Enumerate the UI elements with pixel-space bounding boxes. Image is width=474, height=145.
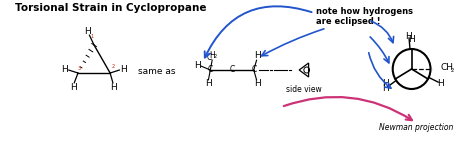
Text: H: H bbox=[438, 79, 444, 88]
Text: H: H bbox=[194, 60, 201, 69]
Text: H: H bbox=[70, 83, 77, 91]
Text: 2: 2 bbox=[214, 54, 217, 58]
Text: C: C bbox=[208, 66, 213, 75]
Text: CH: CH bbox=[441, 64, 454, 72]
Text: H: H bbox=[406, 32, 412, 41]
Text: H: H bbox=[61, 65, 68, 74]
Text: H: H bbox=[120, 65, 127, 74]
Text: C: C bbox=[207, 54, 212, 62]
Text: H: H bbox=[382, 84, 389, 93]
Text: side view: side view bbox=[286, 86, 322, 95]
Text: H: H bbox=[110, 83, 117, 91]
Text: same as: same as bbox=[137, 68, 175, 77]
Text: H: H bbox=[254, 79, 261, 88]
Text: H: H bbox=[382, 78, 389, 87]
Text: Newman projection: Newman projection bbox=[379, 124, 454, 133]
Text: H: H bbox=[205, 79, 212, 88]
Text: C: C bbox=[229, 66, 235, 75]
Text: 2: 2 bbox=[111, 64, 115, 68]
Text: H: H bbox=[210, 50, 215, 59]
Text: H: H bbox=[254, 51, 261, 60]
Text: 2: 2 bbox=[450, 68, 454, 74]
Text: H: H bbox=[408, 35, 415, 44]
Text: H: H bbox=[84, 27, 91, 36]
Text: Torsional Strain in Cyclopropane: Torsional Strain in Cyclopropane bbox=[15, 3, 207, 13]
Text: C: C bbox=[251, 66, 256, 75]
Text: note how hydrogens
are eclipsed !: note how hydrogens are eclipsed ! bbox=[316, 7, 413, 26]
Text: 3: 3 bbox=[77, 67, 81, 71]
Text: 1: 1 bbox=[91, 35, 94, 39]
